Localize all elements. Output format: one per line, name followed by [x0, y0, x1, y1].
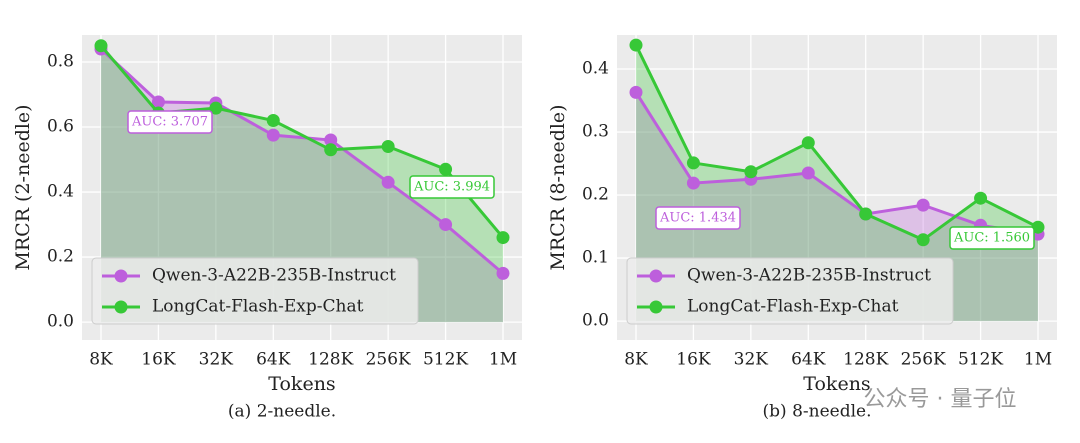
- annotation: AUC: 1.560: [953, 231, 1030, 246]
- legend-marker: [649, 269, 663, 283]
- legend-marker: [114, 300, 128, 314]
- x-tick-label: 16K: [141, 350, 176, 370]
- y-axis-label: MRCR (2-needle): [12, 104, 34, 270]
- annotation-box: [949, 226, 1035, 250]
- y-tick-label: 0.3: [582, 122, 609, 142]
- annotation: AUC: 1.434: [659, 211, 736, 226]
- x-axis-label: Tokens: [268, 373, 335, 395]
- annotation-box: [127, 110, 213, 134]
- marker: [496, 231, 510, 245]
- y-tick-label: 0.1: [582, 248, 609, 268]
- marker: [496, 266, 510, 280]
- marker: [744, 165, 758, 179]
- annotation: AUC: 3.707: [131, 115, 208, 130]
- x-tick-label: 256K: [901, 350, 946, 370]
- marker: [439, 218, 453, 232]
- marker: [859, 207, 873, 221]
- y-tick-label: 0.4: [47, 182, 74, 202]
- marker: [629, 85, 643, 99]
- annotation-box: [409, 175, 495, 199]
- marker: [801, 136, 815, 150]
- legend-box: [91, 257, 419, 325]
- x-tick-label: 16K: [676, 350, 711, 370]
- marker: [629, 38, 643, 52]
- marker: [686, 176, 700, 190]
- line: [99, 47, 504, 275]
- x-tick-label: 512K: [958, 350, 1003, 370]
- marker: [266, 114, 280, 128]
- marker: [266, 128, 280, 142]
- x-tick-label: 8K: [624, 350, 648, 370]
- marker: [324, 133, 338, 147]
- x-tick-label: 64K: [256, 350, 291, 370]
- y-tick-label: 0.0: [582, 311, 609, 331]
- y-tick-label: 0.0: [47, 312, 74, 332]
- x-axis-label: Tokens: [803, 373, 870, 395]
- line: [634, 44, 1039, 242]
- x-tick-label: 32K: [734, 350, 769, 370]
- marker: [686, 156, 700, 170]
- caption: (a) 2-needle.: [228, 402, 336, 422]
- x-tick-label: 128K: [308, 350, 353, 370]
- x-tick-label: 1M: [489, 350, 517, 370]
- y-axis-label: MRCR (8-needle): [547, 104, 569, 270]
- legend-marker: [649, 300, 663, 314]
- marker: [94, 39, 108, 53]
- marker: [974, 191, 988, 205]
- legend-label: Qwen-3-A22B-235B-Instruct: [687, 266, 931, 286]
- caption: (b) 8-needle.: [763, 402, 872, 422]
- legend-box: [626, 257, 954, 325]
- watermark: 公众号 · 量子位: [864, 387, 1017, 412]
- x-tick-label: 32K: [199, 350, 234, 370]
- marker: [916, 198, 930, 212]
- y-tick-label: 0.2: [582, 185, 609, 205]
- marker: [916, 233, 930, 247]
- marker: [801, 166, 815, 180]
- legend-label: LongCat-Flash-Exp-Chat: [687, 297, 899, 317]
- annotation-box: [655, 206, 741, 230]
- x-tick-label: 128K: [843, 350, 888, 370]
- marker: [381, 175, 395, 189]
- y-tick-label: 0.2: [47, 247, 74, 267]
- x-tick-label: 512K: [423, 350, 468, 370]
- legend-label: Qwen-3-A22B-235B-Instruct: [152, 266, 396, 286]
- y-tick-label: 0.8: [47, 51, 74, 71]
- marker: [381, 140, 395, 154]
- marker: [151, 95, 165, 109]
- area: [636, 45, 1038, 322]
- y-tick-label: 0.4: [582, 59, 609, 79]
- line: [634, 91, 1039, 236]
- annotation: AUC: 3.994: [413, 180, 490, 195]
- marker: [324, 143, 338, 157]
- x-tick-label: 64K: [791, 350, 826, 370]
- marker: [209, 101, 223, 115]
- x-tick-label: 8K: [89, 350, 113, 370]
- marker: [439, 162, 453, 176]
- legend-marker: [114, 269, 128, 283]
- x-tick-label: 256K: [366, 350, 411, 370]
- x-tick-label: 1M: [1024, 350, 1052, 370]
- y-tick-label: 0.6: [47, 117, 74, 137]
- legend-label: LongCat-Flash-Exp-Chat: [152, 297, 364, 317]
